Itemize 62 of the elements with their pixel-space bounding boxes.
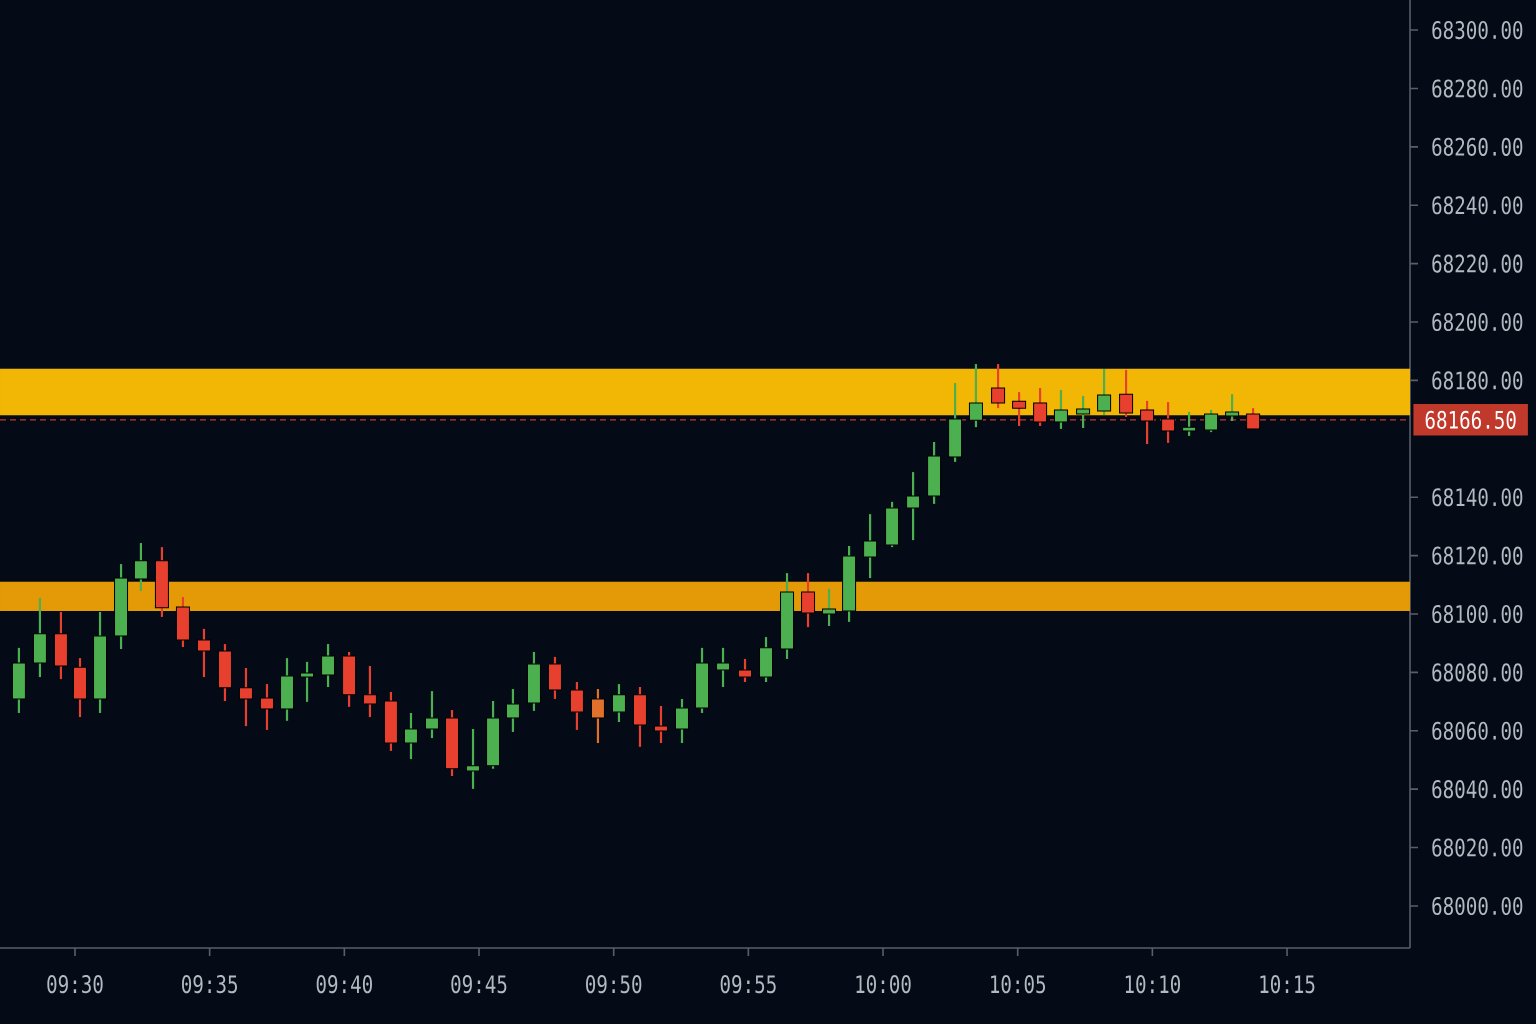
x-tick-label: 09:35: [182, 975, 237, 994]
candlestick: [1076, 394, 1091, 430]
candlestick: [1033, 386, 1048, 428]
y-tick-label: 68240.00: [1432, 196, 1523, 215]
candlestick: [424, 689, 439, 740]
y-tick-label: 68180.00: [1432, 371, 1523, 390]
candlestick: [362, 664, 377, 719]
x-tick-label: 10:15: [1260, 975, 1315, 994]
candlestick: [1246, 407, 1261, 430]
y-tick-label: 68140.00: [1432, 488, 1523, 507]
candlestick: [1140, 399, 1155, 446]
candlestick: [196, 627, 211, 679]
y-tick-label: 68000.00: [1432, 896, 1523, 916]
candlestick: [569, 680, 584, 731]
y-tick-label: 68260.00: [1432, 137, 1523, 156]
candlestick: [653, 704, 668, 745]
candlestick: [466, 727, 481, 790]
y-tick-label: 68060.00: [1432, 721, 1523, 740]
candlestick: [259, 682, 274, 731]
candlestick: [1161, 400, 1176, 444]
x-tick-label: 09:40: [316, 975, 372, 994]
x-tick-label: 10:00: [856, 975, 911, 994]
y-tick-label: 68100.00: [1432, 604, 1523, 624]
candlestick: [1204, 408, 1219, 434]
x-tick-label: 09:45: [451, 975, 507, 994]
candlestick: [1012, 391, 1027, 428]
candlestick: [968, 362, 983, 429]
y-tick-label: 68300.00: [1432, 20, 1523, 40]
candlestick: [1225, 393, 1240, 423]
x-tick-label: 10:05: [991, 975, 1046, 994]
y-tick-label: 68080.00: [1432, 663, 1523, 682]
candlestick: [674, 697, 689, 745]
y-tick-label: 68200.00: [1432, 312, 1523, 332]
x-tick-label: 10:10: [1125, 975, 1181, 994]
candlestick: [505, 687, 520, 734]
candlestick: [822, 587, 837, 628]
candlestick: [1053, 388, 1068, 430]
candlestick: [611, 682, 626, 724]
y-tick-label: 68120.00: [1432, 546, 1523, 565]
y-tick-label: 68220.00: [1432, 254, 1523, 273]
candlestick: [300, 660, 315, 703]
candlestick: [403, 711, 418, 761]
y-tick-label: 68280.00: [1432, 79, 1523, 98]
y-tick-label: 68040.00: [1432, 780, 1523, 799]
candlestick: [801, 572, 816, 629]
candlestick: [1119, 368, 1134, 419]
x-tick-label: 09:30: [47, 975, 103, 994]
candlestick: [1182, 410, 1197, 437]
ref-line-label: 68166.50: [1425, 410, 1516, 429]
candlestick: [991, 362, 1006, 410]
candlestick: [590, 687, 605, 745]
candlestick: [1097, 367, 1112, 416]
x-tick-label: 09:55: [720, 975, 776, 994]
candlestick: [321, 642, 336, 689]
candlestick: [738, 657, 753, 684]
candlestick: [863, 513, 878, 580]
y-tick-label: 68020.00: [1432, 838, 1523, 857]
candlestick: [716, 646, 731, 689]
candlestick: [238, 666, 253, 728]
candlestick: [133, 541, 148, 593]
candlestick: [906, 471, 921, 542]
x-tick-label: 09:50: [586, 975, 642, 994]
